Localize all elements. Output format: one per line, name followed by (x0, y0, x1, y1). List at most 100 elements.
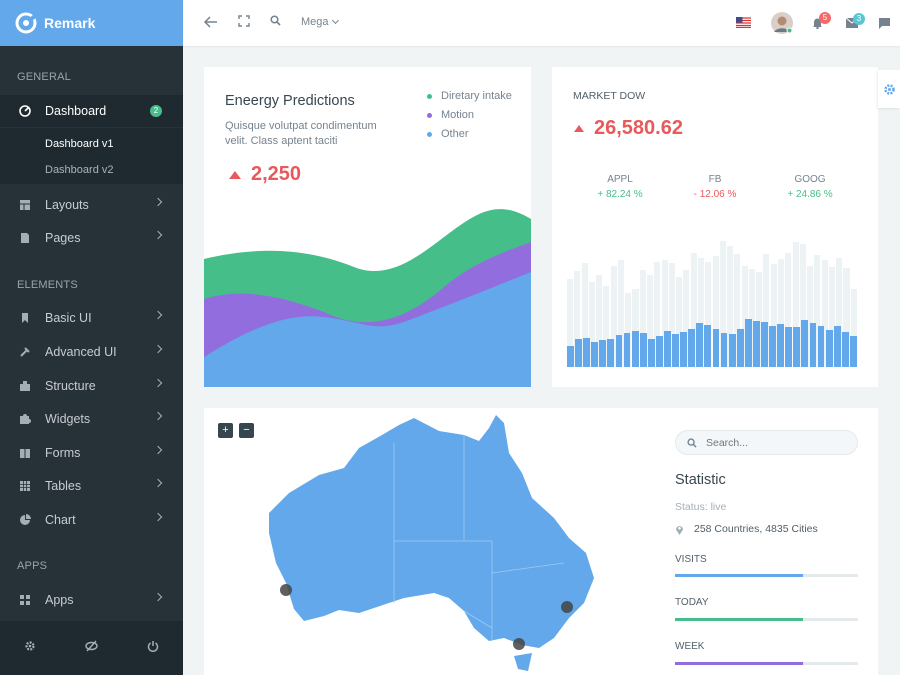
eye-off-icon[interactable] (85, 639, 98, 657)
market-bar-bg (654, 261, 661, 367)
mega-menu[interactable]: Mega (301, 16, 339, 28)
stock-appl: APPL + 82.24 % (580, 174, 660, 200)
submenu-dashboard-v2[interactable]: Dashboard v2 (45, 164, 114, 176)
market-bar-bg (770, 264, 777, 367)
today-progress-fill (675, 618, 804, 621)
triangle-up-icon (229, 170, 241, 179)
zoom-out-button[interactable]: − (239, 423, 254, 438)
bookmark-icon (19, 312, 31, 324)
sidebar-item-basic-ui[interactable]: Basic UI (0, 302, 183, 334)
week-progress-fill (675, 662, 804, 665)
map-marker-melbourne (513, 638, 525, 650)
market-bar-bg (734, 253, 741, 367)
layouts-icon (19, 199, 31, 211)
chevron-right-icon (153, 310, 163, 320)
market-bar-bg (647, 275, 654, 367)
map-search-input[interactable] (706, 436, 846, 449)
market-bar-bg (668, 263, 675, 367)
settings-toggle[interactable] (878, 70, 900, 108)
market-bar (841, 331, 849, 367)
market-bar-bg (756, 272, 763, 367)
market-bar-bg (741, 266, 748, 367)
legend-motion: Motion (427, 109, 474, 121)
hammer-icon (19, 346, 31, 358)
sidebar-item-widgets[interactable]: Widgets (0, 403, 183, 435)
chevron-right-icon (153, 445, 163, 455)
chevron-right-icon (153, 411, 163, 421)
sidebar-item-forms[interactable]: Forms (0, 437, 183, 469)
stock-name: GOOG (794, 174, 826, 185)
fullscreen-icon[interactable] (238, 15, 250, 27)
topbar: Mega 5 3 (183, 0, 900, 46)
sidebar-item-advanced-ui[interactable]: Advanced UI (0, 336, 183, 368)
chevron-right-icon (153, 230, 163, 240)
zoom-in-button[interactable]: + (218, 423, 233, 438)
visits-progress (675, 574, 858, 577)
sidebar-item-structure[interactable]: Structure (0, 370, 183, 402)
sidebar-item-layouts[interactable]: Layouts (0, 189, 183, 221)
market-bar (785, 327, 793, 367)
sidebar-item-label: Widgets (45, 412, 91, 426)
stock-change: - 12.06 % (693, 189, 737, 200)
market-bar (567, 346, 574, 367)
sidebar-item-apps[interactable]: Apps (0, 584, 183, 616)
us-flag-icon[interactable] (736, 17, 751, 28)
market-bar-bg (661, 259, 668, 367)
market-bar-bg (581, 263, 588, 367)
brand[interactable]: Remark (0, 0, 183, 46)
sidebar-item-pages[interactable]: Pages (0, 222, 183, 254)
sidebar-item-chart[interactable]: Chart (0, 504, 183, 536)
market-bar (817, 326, 825, 367)
market-bar (639, 332, 647, 367)
market-bar (655, 335, 663, 367)
section-elements: ELEMENTS (17, 279, 78, 291)
australia-map[interactable] (264, 413, 604, 675)
market-bar-bg (828, 267, 835, 367)
market-bar-bg (727, 246, 734, 367)
market-bar (696, 323, 704, 367)
back-arrow-icon[interactable] (203, 15, 218, 29)
sidebar-item-label: Advanced UI (45, 345, 117, 359)
market-bar-chart (567, 237, 858, 367)
market-bar-bg (617, 259, 624, 367)
sidebar-item-dashboard[interactable]: Dashboard 2 (0, 95, 183, 127)
stock-name: APPL (607, 174, 633, 185)
stat-title: Statistic (675, 472, 726, 488)
triangle-up-icon (574, 125, 584, 132)
stock-change: + 24.86 % (787, 189, 833, 200)
market-bar (752, 321, 760, 367)
envelope-icon[interactable]: 3 (846, 13, 865, 28)
market-bar-bg (697, 257, 704, 367)
map-marker-sydney (561, 601, 573, 613)
market-bar (712, 328, 720, 367)
legend-dot (427, 112, 432, 118)
market-bar (575, 338, 582, 367)
legend-label: Other (441, 128, 469, 140)
market-bar (809, 323, 817, 367)
chevron-right-icon (153, 512, 163, 522)
avatar[interactable] (771, 12, 793, 34)
market-card: MARKET DOW 26,580.62 APPL + 82.24 % FB - 1… (552, 67, 878, 387)
market-bar-bg (625, 293, 632, 367)
pie-chart-icon (19, 514, 31, 526)
submenu-dashboard-v1[interactable]: Dashboard v1 (45, 138, 114, 150)
market-bar-bg (850, 289, 857, 367)
bell-icon[interactable]: 5 (812, 12, 831, 29)
market-value-row: 26,580.62 (574, 117, 683, 140)
market-bar-bg (843, 268, 850, 367)
map-search[interactable] (675, 430, 858, 455)
sidebar-item-label: Layouts (45, 198, 89, 212)
market-bar (833, 326, 841, 367)
market-bar-bg (705, 261, 712, 367)
market-bar (825, 329, 833, 367)
search-icon[interactable] (270, 15, 281, 26)
gear-icon[interactable] (24, 639, 36, 657)
chevron-right-icon (153, 378, 163, 388)
market-bar (736, 328, 744, 367)
sidebar-item-tables[interactable]: Tables (0, 470, 183, 502)
power-icon[interactable] (147, 639, 159, 657)
market-bar (672, 333, 679, 367)
chat-icon[interactable] (879, 18, 890, 29)
market-bar (688, 328, 696, 367)
market-bar (599, 339, 607, 367)
